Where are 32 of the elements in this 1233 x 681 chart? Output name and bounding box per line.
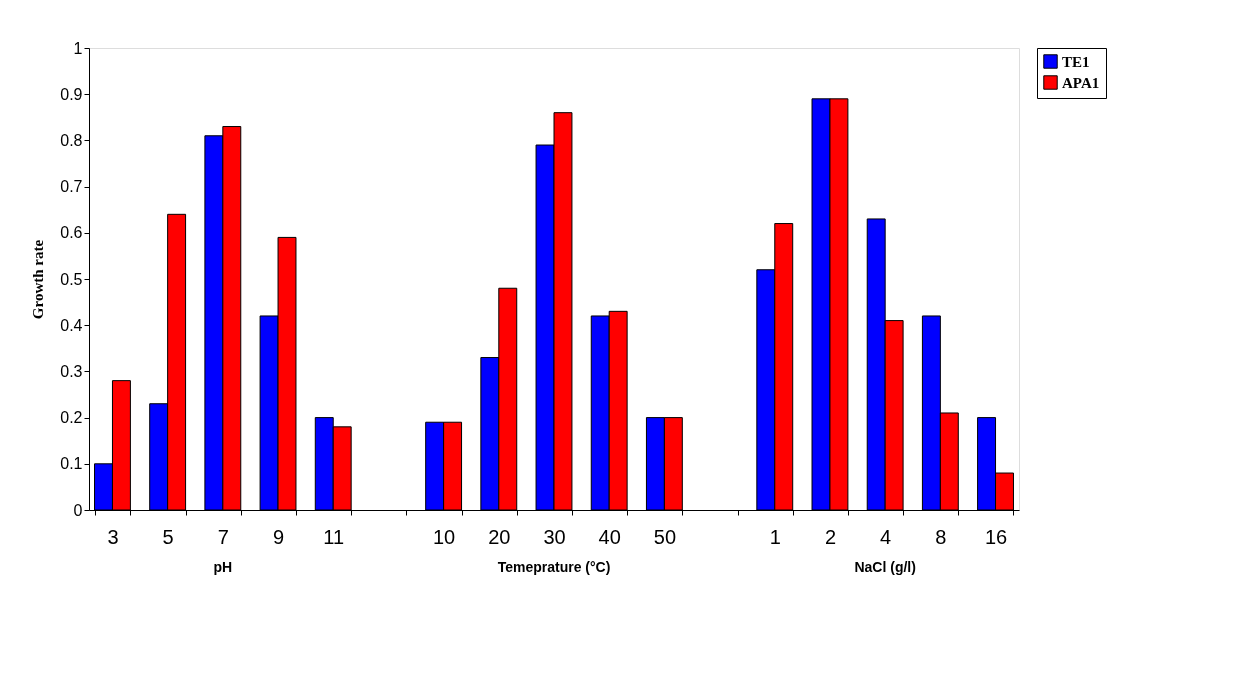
x-tick-label: 11	[323, 525, 345, 548]
y-tick-label: 0.8	[60, 131, 83, 149]
text: Temeprature (°C)	[497, 559, 611, 575]
text: pH	[213, 559, 233, 575]
x-tick-label: 3	[107, 525, 119, 548]
x-tick-label: 30	[543, 525, 566, 548]
x-tick-label: 10	[432, 525, 456, 548]
y-axis-title: Growth rate	[30, 239, 47, 320]
y-tick-label: 0.7	[60, 178, 83, 196]
y-tick-label: 0.4	[60, 316, 83, 334]
x-tick-label: 40	[598, 525, 621, 548]
x-tick-label: 5	[162, 525, 174, 548]
y-tick-label: 0.9	[60, 85, 83, 103]
x-tick-label: 20	[488, 525, 511, 548]
x-tick-label: 8	[935, 525, 947, 548]
y-tick-label: 0.6	[60, 224, 83, 242]
legend-label: APA1	[1062, 74, 1100, 91]
x-tick-label: 50	[653, 525, 677, 548]
x-tick-label: 1	[769, 525, 781, 548]
y-tick-label: 0.5	[60, 270, 83, 288]
text: NaCl (g/l)	[854, 559, 916, 575]
x-tick-label: 16	[984, 525, 1008, 548]
x-tick-label: 9	[272, 525, 285, 548]
y-tick-label: 0	[73, 501, 83, 519]
legend-label: TE1	[1062, 53, 1090, 70]
y-tick-label: 0.3	[60, 362, 83, 380]
y-tick-label: 0.2	[60, 409, 83, 427]
x-tick-label: 4	[880, 525, 892, 548]
y-tick-label: 0.1	[60, 455, 83, 473]
y-tick-label: 1	[73, 39, 83, 57]
x-tick-label: 7	[217, 525, 229, 548]
x-tick-label: 2	[824, 525, 837, 548]
